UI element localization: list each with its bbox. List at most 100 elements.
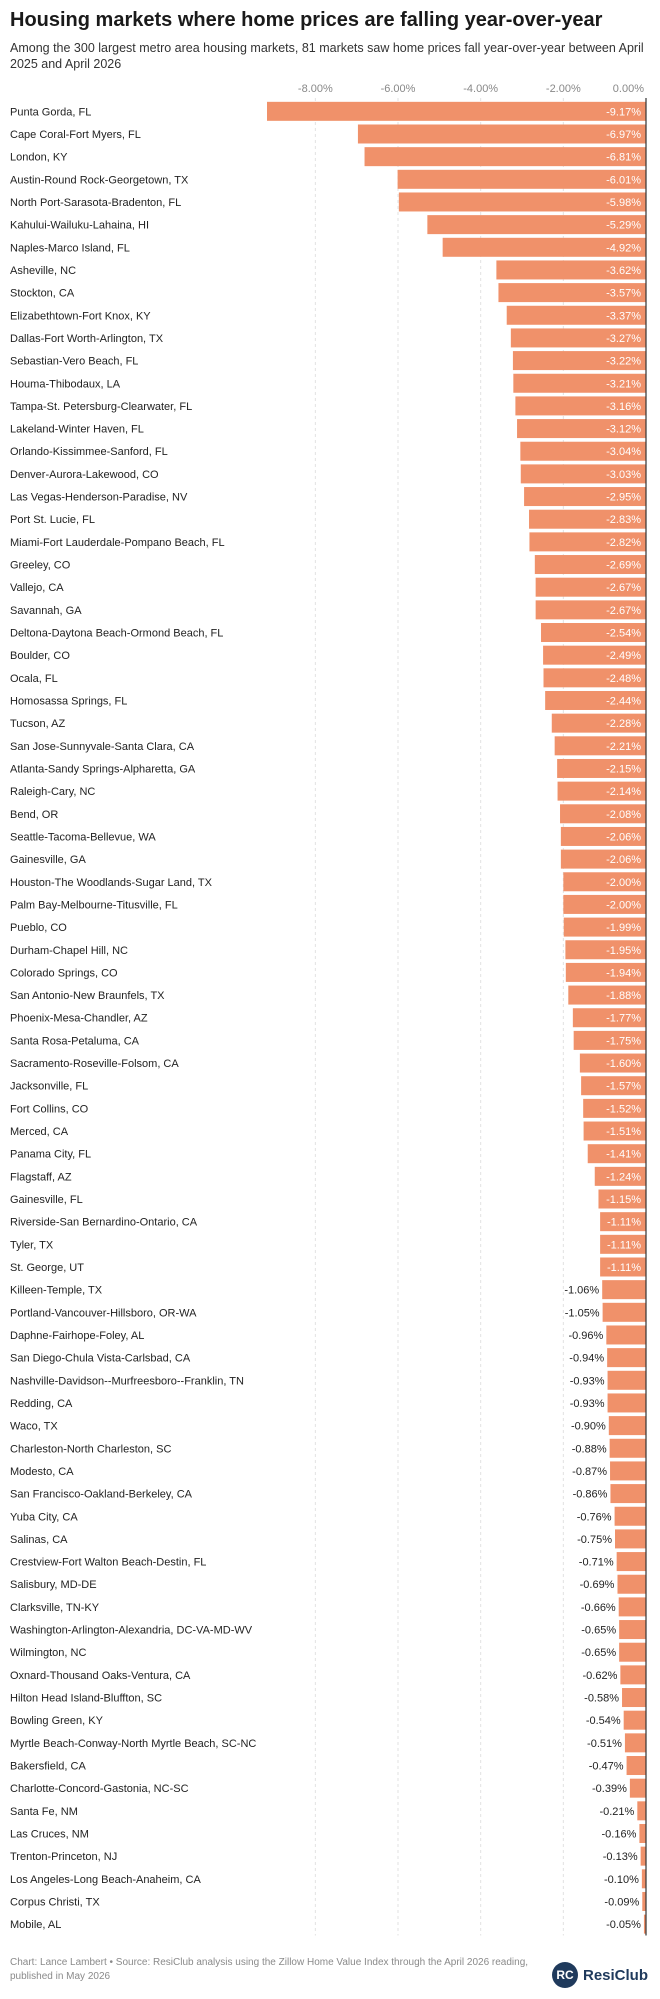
bar bbox=[543, 668, 646, 688]
bar bbox=[617, 1574, 646, 1594]
x-tick-label: 0.00% bbox=[613, 83, 644, 95]
data-label: -0.54% bbox=[586, 1715, 621, 1727]
category-label: London, KY bbox=[10, 152, 68, 164]
category-label: Los Angeles-Long Beach-Anaheim, CA bbox=[10, 1874, 201, 1886]
category-label: Atlanta-Sandy Springs-Alpharetta, GA bbox=[10, 763, 196, 775]
category-label: Fort Collins, CO bbox=[10, 1103, 89, 1115]
category-label: Merced, CA bbox=[10, 1126, 69, 1138]
category-label: Charleston-North Charleston, SC bbox=[10, 1443, 171, 1455]
category-label: Redding, CA bbox=[10, 1398, 73, 1410]
category-label: Savannah, GA bbox=[10, 605, 82, 617]
category-label: Orlando-Kissimmee-Sanford, FL bbox=[10, 446, 168, 458]
bar bbox=[541, 623, 646, 643]
data-label: -1.15% bbox=[606, 1194, 641, 1206]
bar bbox=[626, 1756, 646, 1776]
data-label: -0.93% bbox=[570, 1375, 605, 1387]
category-label: San Diego-Chula Vista-Carlsbad, CA bbox=[10, 1353, 191, 1365]
bar bbox=[557, 781, 646, 801]
category-label: Asheville, NC bbox=[10, 265, 76, 277]
data-label: -0.71% bbox=[579, 1557, 614, 1569]
data-label: -6.97% bbox=[606, 129, 641, 141]
data-label: -2.95% bbox=[606, 492, 641, 504]
bar bbox=[515, 396, 646, 416]
bar bbox=[520, 441, 646, 461]
data-label: -1.94% bbox=[606, 967, 641, 979]
category-label: Houma-Thibodaux, LA bbox=[10, 378, 121, 390]
bar bbox=[543, 645, 646, 665]
data-label: -5.29% bbox=[606, 220, 641, 232]
bar bbox=[557, 758, 646, 778]
bar bbox=[594, 1166, 646, 1186]
data-label: -0.51% bbox=[587, 1738, 622, 1750]
category-label: Yuba City, CA bbox=[10, 1511, 78, 1523]
category-label: Durham-Chapel Hill, NC bbox=[10, 945, 128, 957]
category-label: Port St. Lucie, FL bbox=[10, 514, 95, 526]
category-label: Homosassa Springs, FL bbox=[10, 695, 127, 707]
bar bbox=[397, 169, 646, 189]
category-label: Clarksville, TN-KY bbox=[10, 1602, 100, 1614]
bar bbox=[545, 690, 646, 710]
x-tick-label: -6.00% bbox=[381, 83, 416, 95]
category-label: Raleigh-Cary, NC bbox=[10, 786, 95, 798]
category-label: Ocala, FL bbox=[10, 673, 58, 685]
bar bbox=[642, 1891, 646, 1911]
data-label: -0.88% bbox=[572, 1443, 607, 1455]
resiclub-logo: RC ResiClub bbox=[552, 1962, 648, 1988]
data-label: -4.92% bbox=[606, 242, 641, 254]
data-label: -0.86% bbox=[573, 1489, 608, 1501]
category-label: Santa Fe, NM bbox=[10, 1806, 78, 1818]
bar bbox=[560, 849, 646, 869]
bar bbox=[551, 713, 646, 733]
category-label: North Port-Sarasota-Bradenton, FL bbox=[10, 197, 181, 209]
bar bbox=[512, 351, 646, 371]
data-label: -1.77% bbox=[606, 1013, 641, 1025]
data-label: -0.21% bbox=[599, 1806, 634, 1818]
data-label: -0.39% bbox=[592, 1783, 627, 1795]
data-label: -1.11% bbox=[607, 1262, 641, 1274]
data-label: -0.66% bbox=[581, 1602, 616, 1614]
category-label: Nashville-Davidson--Murfreesboro--Frankl… bbox=[10, 1375, 244, 1387]
data-label: -2.21% bbox=[606, 741, 641, 753]
category-label: San Francisco-Oakland-Berkeley, CA bbox=[10, 1489, 193, 1501]
data-label: -2.49% bbox=[606, 650, 641, 662]
data-label: -1.88% bbox=[606, 990, 641, 1002]
bar bbox=[608, 1416, 646, 1436]
bar bbox=[572, 1008, 646, 1028]
category-label: Flagstaff, AZ bbox=[10, 1171, 72, 1183]
category-label: Mobile, AL bbox=[10, 1919, 61, 1931]
x-tick-label: -8.00% bbox=[298, 83, 333, 95]
bar-chart: -8.00% -6.00% -4.00% -2.00% 0.00% Punta Gorda… bbox=[10, 83, 647, 1936]
category-label: Naples-Marco Island, FL bbox=[10, 242, 130, 254]
bar bbox=[520, 464, 646, 484]
data-label: -2.00% bbox=[606, 877, 641, 889]
bar bbox=[602, 1302, 646, 1322]
bar bbox=[619, 1620, 646, 1640]
bar bbox=[581, 1076, 646, 1096]
data-label: -1.05% bbox=[565, 1307, 600, 1319]
category-label: Punta Gorda, FL bbox=[10, 106, 91, 118]
data-label: -1.57% bbox=[606, 1081, 641, 1093]
data-label: -3.12% bbox=[606, 424, 641, 436]
bar bbox=[357, 124, 646, 144]
data-label: -0.87% bbox=[572, 1466, 607, 1478]
bar bbox=[513, 373, 646, 393]
data-label: -3.04% bbox=[606, 446, 641, 458]
category-label: Myrtle Beach-Conway-North Myrtle Beach, … bbox=[10, 1738, 256, 1750]
category-label: Gainesville, GA bbox=[10, 854, 86, 866]
data-label: -2.08% bbox=[606, 809, 641, 821]
category-label: Houston-The Woodlands-Sugar Land, TX bbox=[10, 877, 213, 889]
data-label: -1.51% bbox=[606, 1126, 641, 1138]
data-label: -3.62% bbox=[606, 265, 641, 277]
category-label: Washington-Arlington-Alexandria, DC-VA-M… bbox=[10, 1625, 253, 1637]
category-label: Crestview-Fort Walton Beach-Destin, FL bbox=[10, 1557, 206, 1569]
bar bbox=[535, 577, 646, 597]
category-label: Deltona-Daytona Beach-Ormond Beach, FL bbox=[10, 628, 223, 640]
bar bbox=[563, 894, 646, 914]
data-label: -0.62% bbox=[583, 1670, 618, 1682]
data-label: -2.06% bbox=[606, 854, 641, 866]
data-label: -1.06% bbox=[564, 1285, 599, 1297]
category-label: Lakeland-Winter Haven, FL bbox=[10, 424, 144, 436]
data-label: -2.54% bbox=[606, 628, 641, 640]
category-label: Greeley, CO bbox=[10, 560, 71, 572]
bar bbox=[629, 1778, 646, 1798]
